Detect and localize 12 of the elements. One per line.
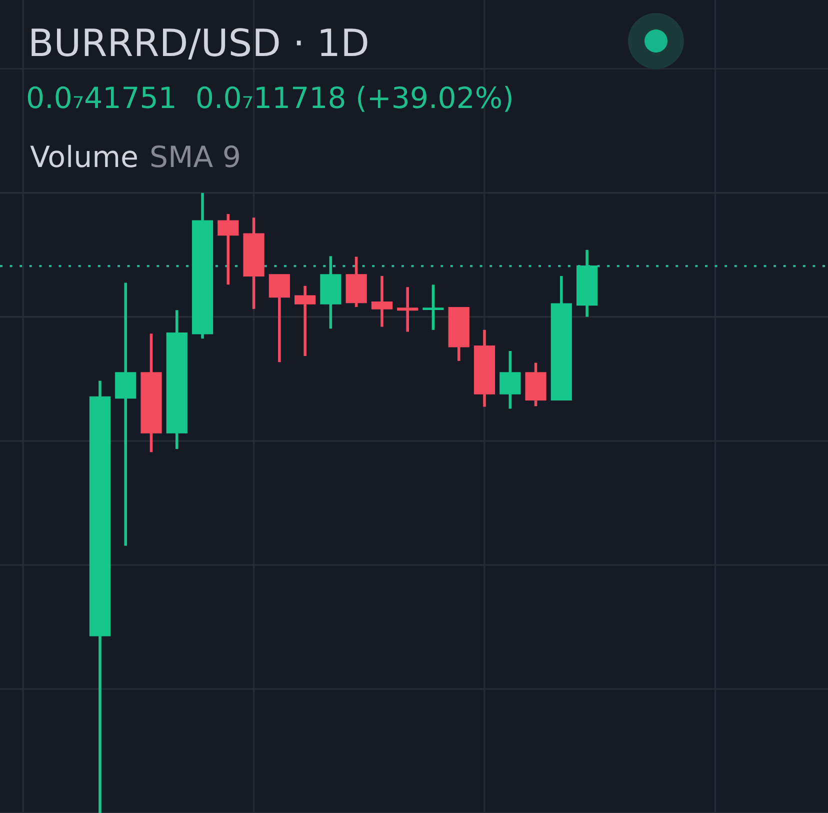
- candlestick: [500, 350, 521, 410]
- candlestick: [268, 273, 290, 364]
- chart-title: BURRRD/USD · 1D: [32, 28, 368, 60]
- candlestick: [218, 212, 239, 286]
- candlestick: [115, 281, 136, 548]
- text: SMA 9: [151, 145, 239, 168]
- candlestick: [397, 286, 418, 334]
- chart-subtitle: 0.0₇41751 0.0₇11718 (+39.02%): [28, 86, 512, 112]
- candlestick: [422, 283, 444, 332]
- text: Volume: [30, 144, 137, 168]
- candlestick: [371, 274, 393, 328]
- candlestick: [294, 284, 316, 358]
